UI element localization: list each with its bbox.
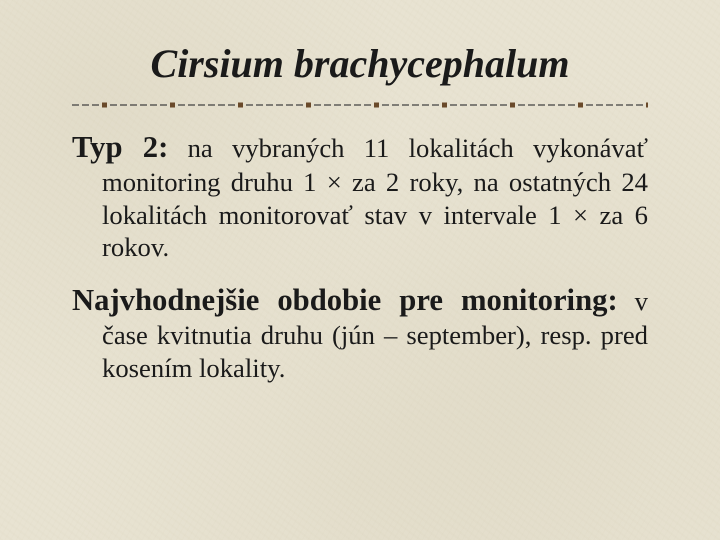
slide: Cirsium brachycephalum Typ 2: na vybraný… bbox=[0, 0, 720, 540]
divider-ornament bbox=[72, 101, 648, 109]
paragraph-typ2: Typ 2: na vybraných 11 lokalitách vykoná… bbox=[72, 129, 648, 264]
slide-title: Cirsium brachycephalum bbox=[72, 40, 648, 87]
paragraph-typ2-wrap: Typ 2: na vybraných 11 lokalitách vykoná… bbox=[72, 129, 648, 264]
paragraph-obdobie-wrap: Najvhodnejšie obdobie pre monitoring: v … bbox=[72, 282, 648, 384]
paragraph-obdobie-lead: Najvhodnejšie obdobie pre monitoring: bbox=[72, 283, 618, 317]
paragraph-typ2-body: na vybraných 11 lokalitách vykonávať mon… bbox=[102, 133, 648, 262]
paragraph-typ2-lead: Typ 2: bbox=[72, 130, 168, 164]
paragraph-obdobie: Najvhodnejšie obdobie pre monitoring: v … bbox=[72, 282, 648, 384]
